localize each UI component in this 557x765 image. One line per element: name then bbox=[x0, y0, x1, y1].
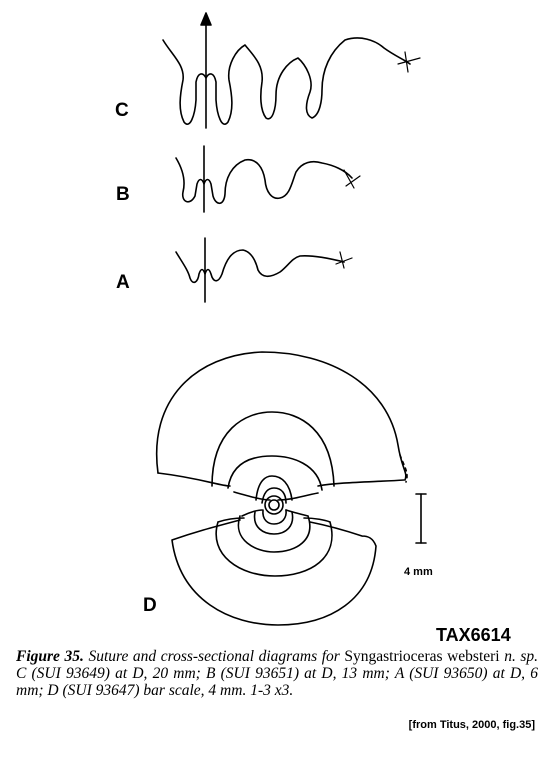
whorl-3-upper bbox=[211, 411, 335, 487]
caption-figure-number: Figure 35. bbox=[16, 648, 84, 665]
label-a: A bbox=[116, 272, 130, 293]
credit: [from Titus, 2000, fig.35] bbox=[408, 719, 535, 731]
caption-species: websteri bbox=[447, 648, 500, 665]
suture-c-line bbox=[162, 37, 411, 125]
whorl-2-upper bbox=[227, 455, 323, 501]
cross-section-d-upper bbox=[155, 351, 408, 504]
suture-b bbox=[175, 145, 361, 213]
suture-b-cut-mark bbox=[343, 169, 361, 189]
whorl-1-lower bbox=[253, 511, 294, 535]
outer-whorl-lower bbox=[171, 519, 377, 626]
suture-a bbox=[175, 237, 353, 303]
scale-label: 4 mm bbox=[404, 566, 433, 578]
caption-text-2: n. sp. C (SUI 93649) at D, 20 mm; B (SUI… bbox=[16, 648, 539, 699]
suture-c-cut-mark bbox=[397, 51, 421, 73]
suture-c bbox=[162, 12, 421, 129]
whorl-0-lower bbox=[262, 509, 287, 525]
label-b: B bbox=[116, 184, 130, 205]
whorl-1-upper bbox=[255, 475, 293, 501]
specimen-code: TAX6614 bbox=[436, 625, 511, 645]
figure-caption: Figure 35. Suture and cross-sectional di… bbox=[16, 648, 538, 699]
whorl-3-lower bbox=[215, 517, 333, 577]
whorl-0-upper bbox=[261, 487, 287, 504]
suture-b-line bbox=[175, 157, 353, 205]
caption-text-1: Suture and cross-sectional diagrams for bbox=[88, 648, 340, 665]
suture-a-cut-mark bbox=[335, 251, 353, 269]
scale-bar bbox=[415, 493, 427, 544]
caption-genus: Syngastrioceras bbox=[344, 648, 443, 665]
cross-section-d-lower bbox=[171, 509, 377, 626]
label-d: D bbox=[143, 595, 157, 616]
outer-whorl-upper-base bbox=[157, 472, 405, 487]
outer-whorl-upper-dashed bbox=[399, 454, 408, 483]
outer-whorl-upper bbox=[155, 351, 407, 481]
protoconch bbox=[264, 495, 284, 515]
suture-c-arrow-head bbox=[200, 12, 212, 26]
suture-a-line bbox=[175, 249, 345, 284]
whorl-2-lower bbox=[237, 509, 311, 553]
label-c: C bbox=[115, 100, 129, 121]
